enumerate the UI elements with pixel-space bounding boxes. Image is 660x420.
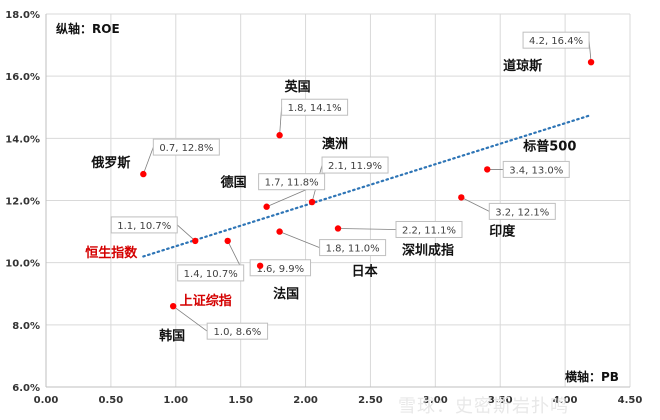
x-tick-label: 1.00: [163, 395, 188, 406]
data-point-group: 1.8, 11.0% 日本: [276, 228, 387, 280]
leader-line: [172, 305, 208, 332]
data-point-group: 1.1, 10.7% 恒生指数: [85, 216, 199, 261]
data-point: [224, 237, 231, 245]
point-name-label: 俄罗斯: [90, 155, 130, 171]
data-label: 3.4, 13.0%: [509, 165, 563, 176]
data-label: 3.2, 12.1%: [495, 207, 549, 218]
watermark-text: 雪球：史密斯岩扑鸣: [398, 396, 569, 417]
point-name-label: 英国: [284, 79, 311, 95]
data-label-box: [177, 264, 245, 282]
x-tick-label: 2.50: [358, 395, 383, 406]
data-label-box: [281, 98, 349, 116]
y-axis-label: 纵轴：ROE: [56, 21, 120, 36]
data-label: 1.8, 14.1%: [288, 103, 342, 114]
point-name-label: 日本: [352, 264, 378, 280]
point-name-label: 标普500: [522, 138, 576, 154]
point-name-label: 韩国: [159, 328, 185, 344]
data-label: 1.7, 11.8%: [265, 178, 319, 189]
data-point-group: 4.2, 16.4% 道琼斯: [503, 31, 595, 74]
data-label: 0.7, 12.8%: [159, 143, 213, 154]
data-point: [458, 194, 465, 201]
y-tick-label: 10.0%: [5, 259, 40, 270]
leader-line: [176, 224, 196, 242]
x-tick-label: 4.50: [618, 395, 643, 406]
data-point: [263, 203, 270, 210]
trendline: [142, 113, 593, 258]
data-point: [192, 237, 199, 245]
data-label-box: [522, 31, 590, 49]
data-label-box: [488, 202, 556, 220]
data-label: 4.2, 16.4%: [529, 36, 583, 47]
data-point-group: 2.2, 11.1% 深圳成指: [334, 220, 463, 258]
data-point-group: 1.8, 14.1% 英国: [276, 79, 349, 139]
data-label-box: [152, 138, 220, 156]
x-axis-label: 横轴：PB: [565, 369, 619, 384]
leader-line: [337, 228, 397, 230]
y-tick-label: 6.0%: [12, 383, 40, 394]
point-name-label: 德国: [221, 175, 247, 191]
data-point-group: 1.4, 10.7% 上证综指: [177, 237, 245, 309]
leader-line: [461, 197, 490, 212]
data-point: [276, 132, 283, 139]
data-label-box: [206, 322, 269, 340]
data-label: 1.8, 11.0%: [326, 244, 380, 255]
data-label: 1.0, 8.6%: [214, 327, 262, 338]
x-tick-label: 2.00: [293, 395, 318, 406]
data-point-group: 3.4, 13.0% 标普500: [484, 138, 576, 178]
data-label-box: [258, 173, 326, 191]
y-tick-label: 18.0%: [5, 10, 40, 21]
leader-line: [142, 146, 154, 175]
data-point: [169, 302, 177, 310]
x-tick-label: 3.00: [423, 395, 448, 406]
data-label: 2.2, 11.1%: [402, 225, 456, 236]
y-tick-label: 16.0%: [5, 72, 40, 83]
data-point-group: 1.7, 11.8% 德国: [221, 173, 326, 210]
axis-layer: 0.00 0.50 1.00 1.50 2.00 2.50 3.00 3.50 4.00 4.50…: [5, 10, 642, 406]
data-point-group: 3.2, 12.1% 印度: [458, 194, 556, 239]
data-label: 1.1, 10.7%: [117, 221, 171, 232]
point-name-label: 法国: [273, 286, 299, 302]
data-point: [484, 166, 491, 173]
x-tick-label: 3.50: [488, 395, 513, 406]
data-label: 1.6, 9.9%: [256, 264, 304, 275]
y-tick-label: 14.0%: [5, 134, 40, 145]
trend-layer: [142, 113, 593, 258]
data-point: [587, 58, 595, 66]
point-name-label: 恒生指数: [85, 245, 138, 261]
x-tick-label: 0.50: [99, 395, 124, 406]
data-label-box: [110, 216, 178, 234]
data-label: 2.1, 11.9%: [328, 161, 382, 172]
leader-line: [279, 231, 320, 248]
point-layer: 4.2, 16.4% 道琼斯 1.8, 14.1% 英国 3.4, 13.0% 标普500…: [85, 31, 595, 344]
data-point-group: 1.0, 8.6% 韩国: [159, 302, 269, 344]
data-point: [276, 228, 283, 235]
point-name-label: 澳洲: [322, 136, 348, 152]
point-name-label: 道琼斯: [503, 58, 542, 74]
y-tick-label: 8.0%: [12, 321, 40, 332]
point-name-label: 深圳成指: [402, 242, 454, 258]
point-name-label: 印度: [489, 223, 516, 239]
data-label: 1.4, 10.7%: [184, 269, 238, 280]
data-point: [334, 225, 342, 232]
data-point: [140, 170, 147, 178]
data-point: [308, 198, 316, 206]
data-point-group: 0.7, 12.8% 俄罗斯: [90, 138, 220, 178]
y-tick-label: 12.0%: [5, 197, 40, 208]
data-label-box: [502, 160, 570, 178]
data-label-box: [321, 156, 389, 174]
data-point-group: 2.1, 11.9% 澳洲: [308, 136, 389, 206]
x-tick-label: 1.50: [228, 395, 253, 406]
data-point-group: 1.6, 9.9% 法国: [249, 259, 312, 302]
data-label-box: [249, 259, 312, 277]
x-tick-label: 0.00: [34, 395, 59, 406]
data-label-box: [319, 239, 387, 257]
data-label-box: [395, 220, 463, 238]
point-name-label: 上证综指: [180, 293, 232, 309]
x-tick-label: 4.00: [553, 395, 578, 406]
data-point: [256, 262, 264, 269]
